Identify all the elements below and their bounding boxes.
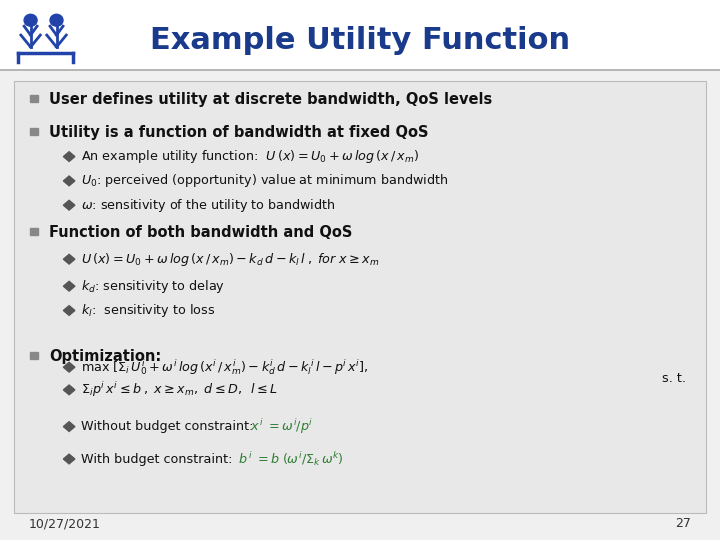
Polygon shape (63, 422, 75, 431)
FancyBboxPatch shape (0, 0, 720, 70)
Text: 27: 27 (675, 517, 691, 530)
Text: An example utility function:  $U\,(x) = U_0 + \omega\,log\,(x\,/\,x_m)$: An example utility function: $U\,(x) = U… (81, 148, 418, 165)
Text: User defines utility at discrete bandwidth, QoS levels: User defines utility at discrete bandwid… (49, 92, 492, 107)
Text: $U\,(x) = U_0 + \omega\,log\,(x\,/\,x_m) - k_d\,d - k_l\,l\;,\;for\;x \geq x_m$: $U\,(x) = U_0 + \omega\,log\,(x\,/\,x_m)… (81, 251, 379, 268)
Text: Optimization:: Optimization: (49, 349, 161, 364)
Bar (30, 96, 38, 103)
Text: s. t.: s. t. (662, 372, 686, 385)
Circle shape (50, 14, 63, 26)
Polygon shape (63, 254, 75, 264)
Polygon shape (63, 362, 75, 372)
Polygon shape (63, 385, 75, 395)
Polygon shape (63, 306, 75, 315)
Text: $\Sigma_i p^i\,x^i \leq b\;,\;x \geq x_m,\;d \leq D,\;\;l \leq L$: $\Sigma_i p^i\,x^i \leq b\;,\;x \geq x_m… (81, 380, 278, 399)
Text: Utility is a function of bandwidth at fixed QoS: Utility is a function of bandwidth at fi… (49, 125, 428, 140)
Bar (30, 228, 38, 235)
FancyBboxPatch shape (14, 81, 706, 513)
Text: $U_0$: perceived (opportunity) value at minimum bandwidth: $U_0$: perceived (opportunity) value at … (81, 172, 448, 190)
Text: 10/27/2021: 10/27/2021 (29, 517, 101, 530)
Polygon shape (63, 454, 75, 464)
Text: $b^{\,i}\; = b\;(\omega^i / \Sigma_k\,\omega^k)$: $b^{\,i}\; = b\;(\omega^i / \Sigma_k\,\o… (238, 450, 343, 468)
Text: Example Utility Function: Example Utility Function (150, 26, 570, 55)
Text: Function of both bandwidth and QoS: Function of both bandwidth and QoS (49, 225, 352, 240)
Text: $\omega$: sensitivity of the utility to bandwidth: $\omega$: sensitivity of the utility to … (81, 197, 336, 214)
Text: With budget constraint:: With budget constraint: (81, 453, 236, 465)
Text: $x^{\,i}\; = \omega^i / p^i$: $x^{\,i}\; = \omega^i / p^i$ (250, 417, 313, 436)
Polygon shape (63, 152, 75, 161)
Bar (30, 128, 38, 135)
Text: $k_d$: sensitivity to delay: $k_d$: sensitivity to delay (81, 278, 225, 295)
Text: $k_l$:  sensitivity to loss: $k_l$: sensitivity to loss (81, 302, 215, 319)
Bar (30, 352, 38, 359)
Circle shape (24, 14, 37, 26)
Text: max $[\Sigma_i\,U_0^i + \omega^i\,log\,(x^i\,/\,x_m^i) - k_d^i\,d - k_l^{\,i}\,l: max $[\Sigma_i\,U_0^i + \omega^i\,log\,(… (81, 357, 368, 377)
Polygon shape (63, 281, 75, 291)
Polygon shape (63, 176, 75, 186)
Text: Without budget constraint:: Without budget constraint: (81, 420, 257, 433)
Polygon shape (63, 200, 75, 210)
